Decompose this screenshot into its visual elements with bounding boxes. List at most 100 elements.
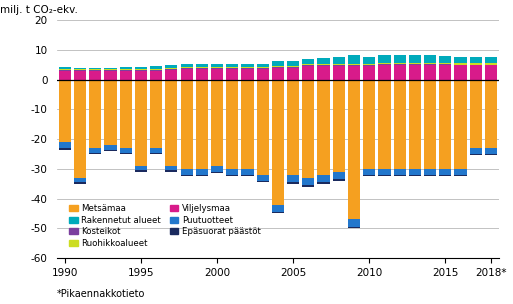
Bar	[256, 80, 269, 175]
Bar	[439, 175, 451, 176]
Bar	[287, 80, 299, 175]
Bar	[378, 63, 390, 64]
Bar	[424, 169, 436, 175]
Bar	[378, 175, 390, 176]
Bar	[424, 65, 436, 80]
Bar	[363, 57, 376, 64]
Bar	[256, 175, 269, 181]
Bar	[165, 170, 177, 172]
Bar	[363, 175, 376, 176]
Bar	[393, 64, 406, 65]
Bar	[439, 56, 451, 63]
Bar	[485, 63, 497, 64]
Bar	[469, 154, 482, 155]
Bar	[393, 175, 406, 176]
Bar	[105, 80, 116, 145]
Bar	[181, 68, 193, 69]
Bar	[272, 68, 284, 80]
Bar	[242, 169, 253, 175]
Bar	[165, 70, 177, 80]
Bar	[211, 68, 223, 69]
Bar	[74, 71, 86, 80]
Bar	[105, 145, 116, 150]
Bar	[150, 71, 162, 80]
Bar	[332, 66, 345, 80]
Bar	[165, 80, 177, 166]
Bar	[287, 175, 299, 182]
Bar	[378, 55, 390, 63]
Bar	[363, 64, 376, 65]
Bar	[393, 55, 406, 63]
Bar	[256, 67, 269, 68]
Bar	[256, 68, 269, 69]
Bar	[74, 178, 86, 182]
Bar	[242, 64, 253, 67]
Bar	[332, 57, 345, 64]
Bar	[181, 169, 193, 175]
Bar	[120, 69, 132, 71]
Bar	[256, 64, 269, 67]
Bar	[302, 66, 314, 80]
Bar	[287, 61, 299, 66]
Bar	[165, 166, 177, 170]
Bar	[455, 57, 467, 63]
Bar	[332, 172, 345, 179]
Bar	[226, 80, 239, 169]
Bar	[165, 68, 177, 69]
Bar	[469, 65, 482, 80]
Bar	[469, 148, 482, 154]
Bar	[302, 64, 314, 65]
Bar	[196, 80, 208, 169]
Bar	[318, 182, 330, 184]
Bar	[150, 70, 162, 71]
Bar	[89, 69, 102, 71]
Bar	[196, 68, 208, 69]
Bar	[242, 80, 253, 169]
Bar	[150, 80, 162, 148]
Bar	[424, 80, 436, 169]
Bar	[348, 55, 360, 64]
Bar	[135, 166, 147, 170]
Bar	[120, 80, 132, 148]
Bar	[318, 66, 330, 80]
Bar	[226, 64, 239, 67]
Bar	[181, 175, 193, 176]
Bar	[302, 80, 314, 178]
Bar	[455, 64, 467, 65]
Bar	[74, 182, 86, 184]
Bar	[242, 69, 253, 80]
Bar	[348, 66, 360, 80]
Bar	[485, 65, 497, 80]
Bar	[318, 175, 330, 182]
Text: milj. t CO₂-ekv.: milj. t CO₂-ekv.	[0, 5, 78, 16]
Bar	[135, 69, 147, 70]
Bar	[256, 181, 269, 182]
Bar	[105, 150, 116, 151]
Bar	[378, 65, 390, 80]
Bar	[135, 70, 147, 71]
Bar	[348, 65, 360, 66]
Bar	[211, 69, 223, 80]
Bar	[469, 64, 482, 65]
Bar	[363, 65, 376, 66]
Bar	[318, 80, 330, 175]
Bar	[196, 69, 208, 80]
Bar	[120, 153, 132, 154]
Bar	[348, 80, 360, 219]
Bar	[439, 64, 451, 65]
Bar	[89, 80, 102, 148]
Bar	[348, 219, 360, 227]
Bar	[226, 175, 239, 176]
Bar	[455, 80, 467, 169]
Bar	[378, 169, 390, 175]
Bar	[211, 172, 223, 173]
Bar	[455, 63, 467, 64]
Bar	[318, 65, 330, 66]
Bar	[485, 148, 497, 154]
Bar	[226, 68, 239, 69]
Bar	[105, 68, 116, 69]
Bar	[226, 69, 239, 80]
Bar	[105, 69, 116, 71]
Bar	[242, 175, 253, 176]
Bar	[211, 64, 223, 67]
